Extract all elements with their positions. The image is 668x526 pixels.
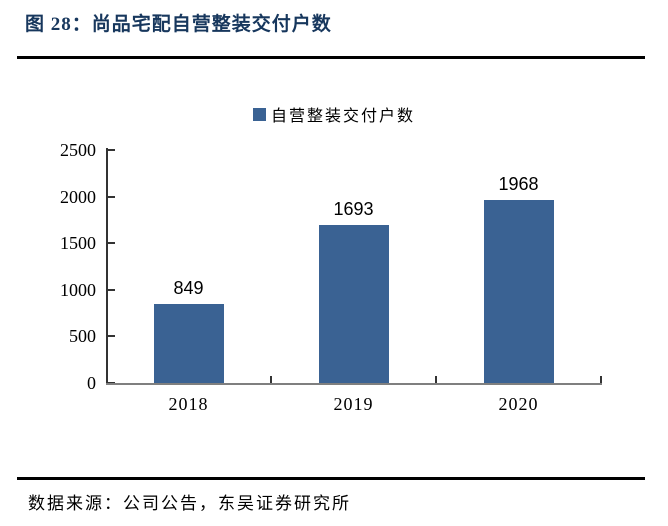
y-axis-tick [108,242,115,245]
x-axis-line [106,383,602,385]
y-axis-tick [108,149,115,151]
y-axis-line [106,148,108,385]
y-axis-tick-label: 0 [87,373,96,393]
legend-swatch-icon [252,107,266,121]
y-axis-tick-label: 2500 [60,140,96,160]
x-axis-tick [270,376,272,383]
y-axis-tick [108,288,115,291]
figure-title: 图 28：尚品宅配自营整装交付户数 [25,14,332,35]
title-divider-line [17,56,645,59]
bar-2020 [483,199,554,383]
y-axis-tick [108,335,115,338]
bar-value-label: 1968 [498,173,539,194]
y-axis-tick-label: 1000 [60,279,96,300]
bar-value-label: 1693 [333,199,374,220]
footer-divider-line [17,477,645,480]
x-axis-category-label: 2020 [498,394,539,414]
x-axis-category-label: 2019 [333,394,374,414]
data-source-note: 数据来源：公司公告，东吴证券研究所 [28,494,351,513]
x-axis-tick [435,376,437,383]
bar-2019 [318,225,389,383]
y-axis-tick-label: 500 [69,326,96,347]
y-axis-tick-label: 1500 [60,233,96,254]
x-axis-tick [600,376,602,383]
chart-legend: 自营整装交付户数 [0,102,668,126]
bar-2018 [153,303,224,383]
legend-series-label: 自营整装交付户数 [270,108,415,125]
bar-value-label: 849 [173,277,204,298]
x-axis-category-label: 2018 [168,394,209,414]
y-axis-tick-label: 2000 [60,186,96,207]
y-axis-tick [108,195,115,198]
